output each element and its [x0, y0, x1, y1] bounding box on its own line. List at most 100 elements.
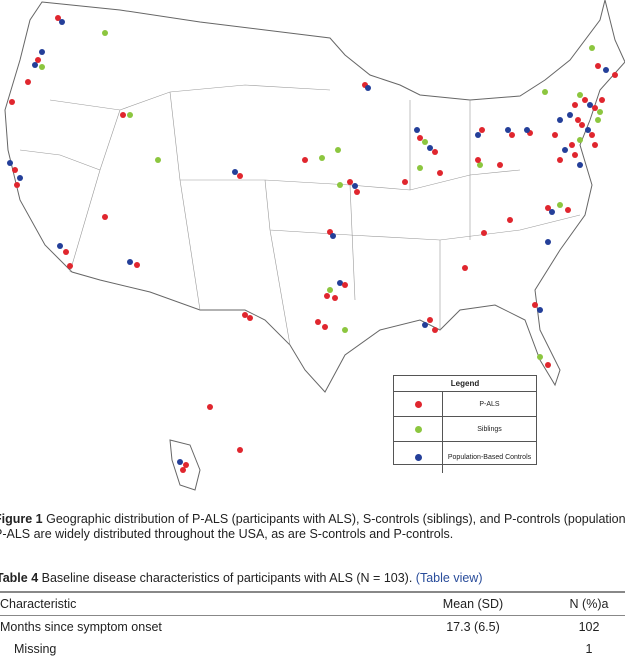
p-als-dot	[557, 157, 563, 163]
sibling-dot	[589, 45, 595, 51]
p-als-dot	[402, 179, 408, 185]
p-als-dot	[427, 317, 433, 323]
p-als-dot	[35, 57, 41, 63]
p-als-dot	[55, 15, 61, 21]
p-als-dot	[565, 207, 571, 213]
legend-title: Legend	[394, 376, 536, 392]
table-row: Missing 1	[14, 642, 593, 656]
us-outline	[4, 0, 625, 393]
p-als-dot	[592, 142, 598, 148]
p-als-dot	[14, 182, 20, 188]
p-als-dot	[545, 362, 551, 368]
control-dot	[59, 19, 65, 25]
control-dot	[127, 259, 133, 265]
sibling-dot	[557, 202, 563, 208]
legend-item-controls: Population-Based Controls	[394, 442, 536, 473]
sibling-dot	[337, 182, 343, 188]
p-als-dot	[237, 173, 243, 179]
sibling-dot	[577, 137, 583, 143]
sibling-dot	[422, 139, 428, 145]
p-als-dot	[25, 79, 31, 85]
control-dot	[475, 132, 481, 138]
blue-dot-icon	[414, 454, 422, 461]
p-als-dot	[592, 105, 598, 111]
control-dot	[365, 85, 371, 91]
sibling-dot	[319, 155, 325, 161]
p-als-dot	[569, 142, 575, 148]
p-als-dot	[324, 293, 330, 299]
sibling-dot	[127, 112, 133, 118]
p-als-dot	[497, 162, 503, 168]
p-als-dot	[532, 302, 538, 308]
green-dot-icon	[414, 425, 422, 433]
p-als-dot	[120, 112, 126, 118]
p-als-dot	[417, 135, 423, 141]
control-dot	[422, 322, 428, 328]
control-dot	[337, 280, 343, 286]
p-als-dot	[552, 132, 558, 138]
p-als-dot	[342, 282, 348, 288]
table-row: Months since symptom onset 17.3 (6.5) 102	[0, 620, 600, 634]
p-als-dot	[302, 157, 308, 163]
figure-caption: Figure 1 Geographic distribution of P-AL…	[0, 512, 625, 541]
p-als-dot	[595, 63, 601, 69]
sibling-dot	[342, 327, 348, 333]
p-als-dot	[572, 102, 578, 108]
control-dot	[330, 233, 336, 239]
control-dot	[524, 127, 530, 133]
control-dot	[505, 127, 511, 133]
p-als-dot	[237, 447, 243, 453]
legend-item-pals: P-ALS	[394, 392, 536, 417]
p-als-dot	[507, 217, 513, 223]
p-als-dot	[9, 99, 15, 105]
p-als-dot	[207, 404, 213, 410]
p-als-dot	[332, 295, 338, 301]
control-dot	[587, 102, 593, 108]
control-dot	[567, 112, 573, 118]
p-als-dot	[315, 319, 321, 325]
p-als-dot	[481, 230, 487, 236]
p-als-dot	[579, 122, 585, 128]
control-dot	[577, 162, 583, 168]
control-dot	[585, 127, 591, 133]
p-als-dot	[102, 214, 108, 220]
sibling-dot	[597, 109, 603, 115]
control-dot	[57, 243, 63, 249]
sibling-dot	[327, 287, 333, 293]
p-als-dot	[509, 132, 515, 138]
control-dot	[545, 239, 551, 245]
control-dot	[562, 147, 568, 153]
legend-item-siblings: Siblings	[394, 417, 536, 442]
us-map	[4, 0, 625, 491]
red-dot-icon	[414, 400, 422, 408]
sibling-dot	[577, 92, 583, 98]
sibling-dot	[102, 30, 108, 36]
p-als-dot	[347, 179, 353, 185]
p-als-dot	[432, 149, 438, 155]
table-header: Characteristic Mean (SD) N (%)a	[0, 591, 625, 616]
p-als-dot	[572, 152, 578, 158]
p-als-dot	[589, 132, 595, 138]
p-als-dot	[247, 315, 253, 321]
p-als-dot	[63, 249, 69, 255]
control-dot	[603, 67, 609, 73]
p-als-dot	[12, 167, 18, 173]
characteristics-table: Characteristic Mean (SD) N (%)a Months sin…	[0, 591, 625, 660]
table-view-link[interactable]: (Table view)	[415, 571, 483, 585]
sibling-dot	[542, 89, 548, 95]
p-als-dot	[437, 170, 443, 176]
p-als-dot	[612, 72, 618, 78]
p-als-dot	[354, 189, 360, 195]
control-dot	[17, 175, 23, 181]
control-dot	[549, 209, 555, 215]
sibling-dot	[537, 354, 543, 360]
p-als-dot	[432, 327, 438, 333]
p-als-dot	[67, 263, 73, 269]
control-dot	[232, 169, 238, 175]
sibling-dot	[417, 165, 423, 171]
p-als-dot	[575, 117, 581, 123]
p-als-dot	[322, 324, 328, 330]
p-als-dot	[183, 462, 189, 468]
sibling-dot	[477, 162, 483, 168]
control-dot	[352, 183, 358, 189]
